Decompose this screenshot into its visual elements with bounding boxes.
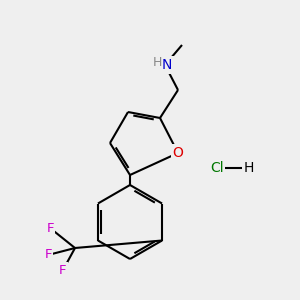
Text: H: H xyxy=(244,161,254,175)
Text: N: N xyxy=(162,58,172,72)
Text: F: F xyxy=(46,221,54,235)
Text: F: F xyxy=(44,248,52,262)
Text: O: O xyxy=(172,146,183,160)
Text: Cl: Cl xyxy=(210,161,224,175)
Text: F: F xyxy=(59,263,67,277)
Text: H: H xyxy=(152,56,162,70)
